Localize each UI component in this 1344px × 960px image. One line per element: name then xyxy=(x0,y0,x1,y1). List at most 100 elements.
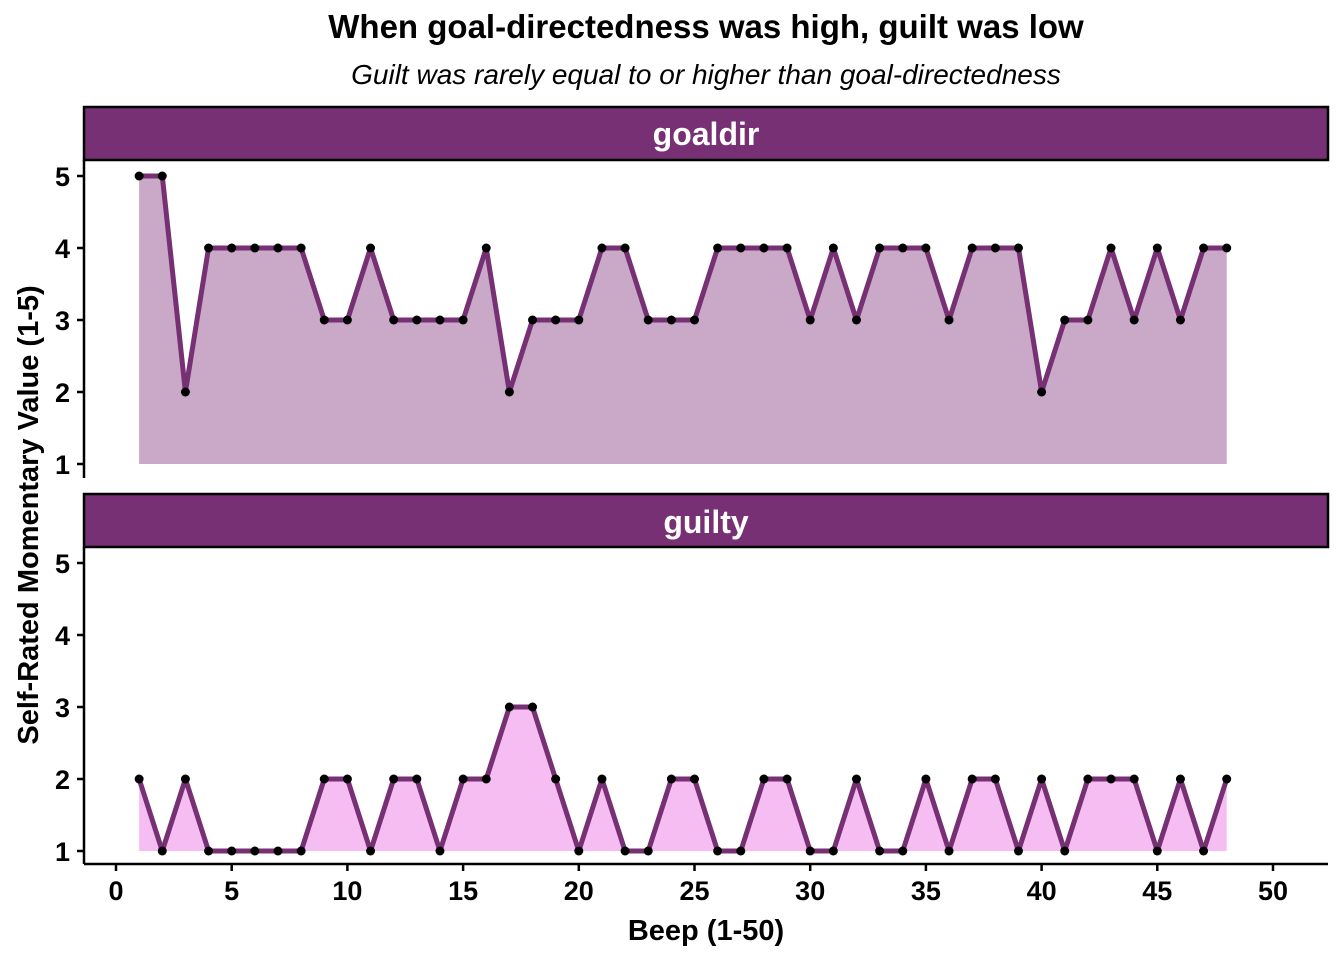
point-guilty-41 xyxy=(1060,846,1070,856)
line-goaldir xyxy=(139,173,1227,395)
point-goaldir-9 xyxy=(319,315,329,325)
x-tick-label-5: 5 xyxy=(224,876,239,906)
point-guilty-22 xyxy=(620,846,630,856)
point-guilty-3 xyxy=(180,774,190,784)
point-goaldir-22 xyxy=(620,243,630,253)
point-guilty-39 xyxy=(1013,846,1023,856)
point-goaldir-14 xyxy=(435,315,445,325)
point-goaldir-16 xyxy=(481,243,491,253)
point-guilty-19 xyxy=(551,774,561,784)
chart-title: When goal-directedness was high, guilt w… xyxy=(328,8,1084,45)
point-goaldir-43 xyxy=(1106,243,1116,253)
point-guilty-38 xyxy=(990,774,1000,784)
point-guilty-47 xyxy=(1199,846,1209,856)
point-goaldir-40 xyxy=(1037,387,1047,397)
point-goaldir-37 xyxy=(967,243,977,253)
y-tick-label-guilty-3: 3 xyxy=(55,693,70,723)
point-guilty-32 xyxy=(851,774,861,784)
point-goaldir-46 xyxy=(1175,315,1185,325)
point-guilty-46 xyxy=(1175,774,1185,784)
point-goaldir-34 xyxy=(898,243,908,253)
point-goaldir-21 xyxy=(597,243,607,253)
point-guilty-25 xyxy=(690,774,699,784)
point-goaldir-13 xyxy=(412,315,422,325)
point-guilty-24 xyxy=(666,774,676,784)
point-guilty-23 xyxy=(643,846,653,856)
point-guilty-28 xyxy=(759,774,769,784)
point-goaldir-45 xyxy=(1152,243,1162,253)
point-goaldir-5 xyxy=(227,243,237,253)
strip-goaldir xyxy=(82,105,1330,162)
x-axis-label: Beep (1-50) xyxy=(628,915,784,947)
point-goaldir-42 xyxy=(1083,315,1093,325)
point-goaldir-1 xyxy=(134,171,144,181)
strip-label-goaldir: goaldir xyxy=(653,116,760,152)
point-guilty-26 xyxy=(713,846,723,856)
y-tick-label-guilty-1: 1 xyxy=(55,837,70,867)
point-guilty-40 xyxy=(1037,774,1047,784)
point-guilty-29 xyxy=(782,774,792,784)
point-goaldir-12 xyxy=(389,315,399,325)
point-guilty-44 xyxy=(1129,774,1139,784)
x-tick-label-0: 0 xyxy=(108,876,123,906)
point-goaldir-32 xyxy=(851,315,861,325)
y-tick-label-goaldir-2: 2 xyxy=(55,378,70,408)
point-goaldir-17 xyxy=(504,387,514,397)
panel-goaldir: goaldir 1 2 3 4 5 xyxy=(55,105,1330,480)
point-guilty-11 xyxy=(366,846,376,856)
point-guilty-42 xyxy=(1083,774,1093,784)
point-guilty-37 xyxy=(967,774,977,784)
panel-guilty: guilty 1 2 3 4 5 xyxy=(55,492,1330,867)
x-tick-label-15: 15 xyxy=(448,876,478,906)
x-tick-label-10: 10 xyxy=(332,876,362,906)
point-guilty-2 xyxy=(157,846,167,856)
point-goaldir-33 xyxy=(875,243,885,253)
point-guilty-16 xyxy=(481,774,491,784)
x-tick-label-30: 30 xyxy=(795,876,825,906)
plot-guilty: 1 2 3 4 5 xyxy=(55,547,1232,867)
point-goaldir-19 xyxy=(551,315,561,325)
point-guilty-14 xyxy=(435,846,445,856)
point-guilty-1 xyxy=(134,774,144,784)
point-goaldir-44 xyxy=(1129,315,1139,325)
x-tick-label-20: 20 xyxy=(564,876,594,906)
point-goaldir-47 xyxy=(1199,243,1209,253)
point-goaldir-24 xyxy=(666,315,676,325)
point-goaldir-27 xyxy=(736,243,746,253)
point-guilty-17 xyxy=(504,702,514,712)
point-guilty-36 xyxy=(944,846,954,856)
point-goaldir-15 xyxy=(458,315,468,325)
point-guilty-35 xyxy=(921,774,931,784)
plot-goaldir: 1 2 3 4 5 xyxy=(55,160,1232,480)
point-goaldir-25 xyxy=(690,315,699,325)
strip-guilty xyxy=(82,492,1330,549)
x-tick-label-50: 50 xyxy=(1258,876,1288,906)
point-goaldir-11 xyxy=(366,243,376,253)
point-guilty-27 xyxy=(736,846,746,856)
point-goaldir-3 xyxy=(180,387,190,397)
point-goaldir-26 xyxy=(713,243,723,253)
point-goaldir-4 xyxy=(204,243,214,253)
point-guilty-31 xyxy=(828,846,838,856)
point-guilty-43 xyxy=(1106,774,1116,784)
point-goaldir-29 xyxy=(782,243,792,253)
point-guilty-5 xyxy=(227,846,237,856)
point-goaldir-23 xyxy=(643,315,653,325)
point-guilty-4 xyxy=(204,846,214,856)
point-guilty-12 xyxy=(389,774,399,784)
y-tick-label-guilty-4: 4 xyxy=(55,621,70,651)
point-guilty-9 xyxy=(319,774,329,784)
point-guilty-48 xyxy=(1222,774,1232,784)
x-axis: 0 5 10 15 20 25 30 35 40 45 50 xyxy=(84,862,1328,906)
point-goaldir-41 xyxy=(1060,315,1070,325)
point-guilty-21 xyxy=(597,774,607,784)
y-axis-label: Self-Rated Momentary Value (1-5) xyxy=(13,285,45,744)
point-guilty-33 xyxy=(875,846,885,856)
point-guilty-20 xyxy=(574,846,584,856)
point-goaldir-6 xyxy=(250,243,260,253)
point-guilty-8 xyxy=(296,846,306,856)
point-guilty-18 xyxy=(528,702,538,712)
point-goaldir-2 xyxy=(157,171,167,181)
y-tick-label-guilty-2: 2 xyxy=(55,765,70,795)
